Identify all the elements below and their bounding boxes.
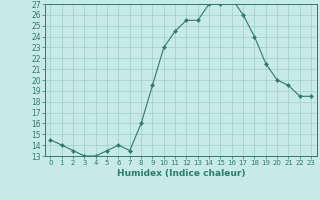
X-axis label: Humidex (Indice chaleur): Humidex (Indice chaleur) bbox=[116, 169, 245, 178]
